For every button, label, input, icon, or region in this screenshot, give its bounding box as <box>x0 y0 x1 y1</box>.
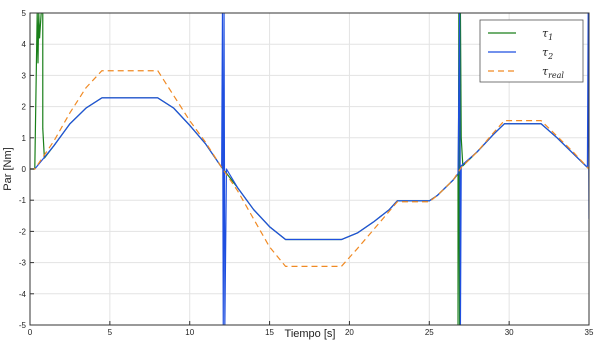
legend-symbol: τ <box>542 65 549 78</box>
legend-box <box>479 19 584 83</box>
legend-label-3: τreal <box>542 65 564 80</box>
legend-subscript: 1 <box>548 33 553 42</box>
y-tick-label: -2 <box>19 227 27 236</box>
x-tick-label: 5 <box>108 328 113 337</box>
x-tick-label: 15 <box>265 328 274 337</box>
y-tick-label: 3 <box>22 71 27 80</box>
x-tick-label: 25 <box>425 328 434 337</box>
x-tick-label: 20 <box>345 328 354 337</box>
legend-subscript: 2 <box>547 52 553 61</box>
y-tick-label: -4 <box>19 290 27 299</box>
legend-label-2: τ2 <box>542 46 553 61</box>
y-tick-label: -5 <box>19 321 27 330</box>
series-line-2 <box>30 13 589 325</box>
x-tick-label: 30 <box>505 328 514 337</box>
y-tick-label: 2 <box>22 103 27 112</box>
legend-symbol: τ <box>542 46 549 59</box>
tick-layer: 0 5 10 15 20 25 30 35 -5 -4 -3 -2 -1 0 1 2 3 4 5 <box>19 9 594 337</box>
y-tick-label: 0 <box>22 165 27 174</box>
legend-subscript: real <box>548 71 564 80</box>
series-line-3 <box>30 70 589 267</box>
grid <box>30 13 589 325</box>
legend-symbol: τ <box>542 27 549 40</box>
y-tick-label: 1 <box>22 134 27 143</box>
y-tick-label: -3 <box>19 259 27 268</box>
series-layer <box>30 13 589 325</box>
y-tick-label: 4 <box>22 40 27 49</box>
x-axis-label: Tiempo [s] <box>285 328 336 340</box>
y-axis-label: Par [Nm] <box>2 147 14 190</box>
x-tick-label: 0 <box>28 328 33 337</box>
x-tick-label: 35 <box>585 328 594 337</box>
y-tick-label: 5 <box>22 9 27 18</box>
x-tick-label: 10 <box>185 328 194 337</box>
y-tick-label: -1 <box>19 196 27 205</box>
legend-label-1: τ1 <box>542 27 553 42</box>
